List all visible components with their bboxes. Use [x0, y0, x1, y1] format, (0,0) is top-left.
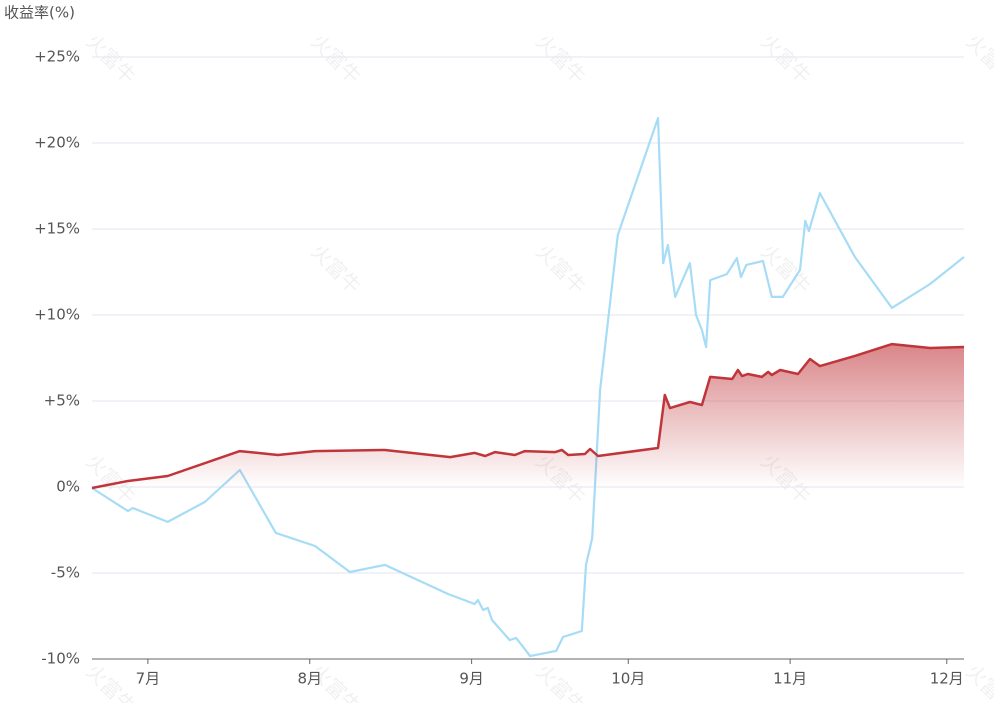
area — [92, 344, 964, 488]
x-tick-label: 12月 — [930, 670, 964, 688]
y-tick-label: +10% — [34, 306, 80, 324]
watermark: 火富牛 — [531, 659, 590, 703]
watermark: 火富牛 — [81, 659, 140, 703]
line — [91, 342, 965, 490]
y-tick-label: +20% — [34, 134, 80, 152]
y-tick-label: -10% — [41, 650, 80, 668]
y-tick-label: +25% — [34, 48, 80, 66]
x-tick-label: 11月 — [773, 670, 807, 688]
watermark: 火富牛 — [961, 29, 994, 88]
x-tick-label: 7月 — [136, 670, 161, 688]
watermark: 火富牛 — [81, 29, 140, 88]
watermark: 火富牛 — [531, 239, 590, 298]
watermark: 火富牛 — [306, 239, 365, 298]
watermark: 火富牛 — [306, 29, 365, 88]
y-tick-label: +5% — [44, 392, 80, 410]
watermark: 火富牛 — [531, 29, 590, 88]
y-axis-label: 收益率(%) — [4, 4, 75, 22]
y-tick-label: -5% — [51, 564, 80, 582]
x-tick-label: 8月 — [297, 670, 322, 688]
y-tick-label: 0% — [56, 478, 80, 496]
y-tick-label: +15% — [34, 220, 80, 238]
x-tick-label: 9月 — [459, 670, 484, 688]
watermark: 火富牛 — [756, 29, 815, 88]
x-tick-label: 10月 — [611, 670, 645, 688]
watermark: 火富牛 — [961, 659, 994, 703]
line — [91, 117, 965, 658]
